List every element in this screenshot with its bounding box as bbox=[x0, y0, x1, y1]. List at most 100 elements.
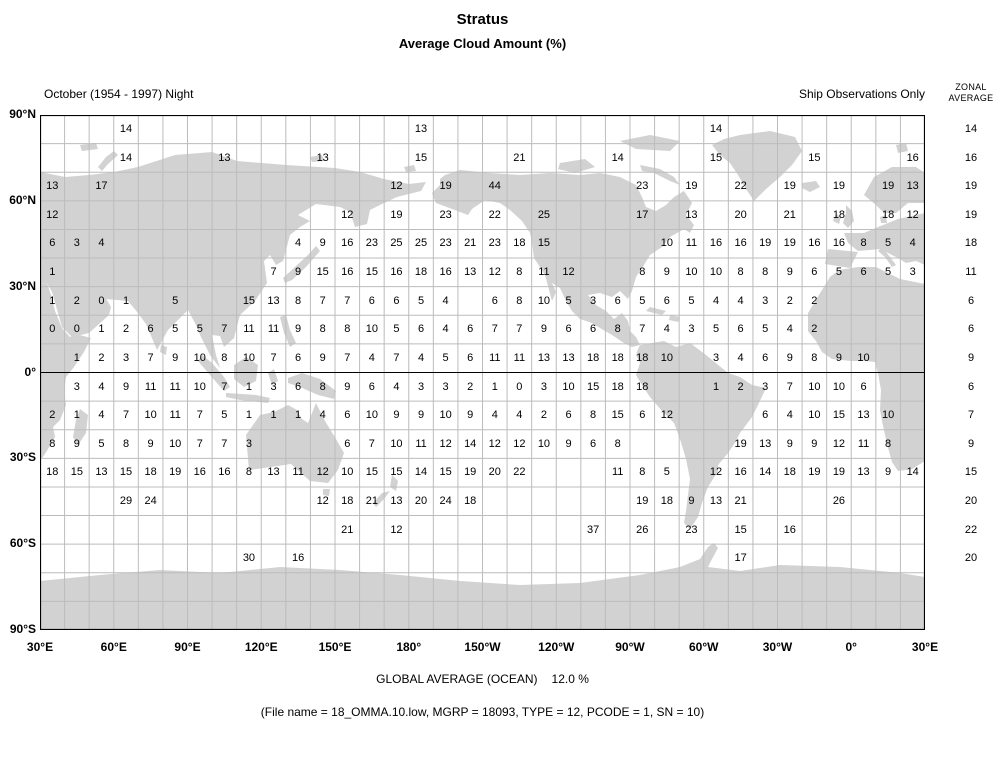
grid-value: 8 bbox=[762, 266, 769, 279]
grid-value: 21 bbox=[734, 494, 747, 507]
grid-value: 6 bbox=[295, 351, 302, 364]
grid-value: 16 bbox=[218, 466, 231, 479]
grid-value: 11 bbox=[243, 323, 255, 336]
grid-value: 24 bbox=[144, 494, 157, 507]
grid-value: 18 bbox=[586, 351, 600, 364]
latitude-tick-label: 60°S bbox=[9, 536, 36, 551]
grid-value: 23 bbox=[685, 523, 698, 536]
grid-value: 11 bbox=[144, 380, 157, 393]
grid-value: 9 bbox=[811, 437, 818, 450]
grid-value: 14 bbox=[611, 151, 624, 164]
grid-value: 15 bbox=[537, 237, 551, 250]
landmass-hispaniola bbox=[669, 315, 680, 322]
grid-value: 3 bbox=[590, 294, 597, 307]
grid-value: 2 bbox=[786, 294, 793, 307]
grid-value: 16 bbox=[709, 237, 723, 250]
grid-value: 6 bbox=[762, 351, 769, 364]
grid-value: 4 bbox=[319, 409, 326, 422]
longitude-tick-label: 120°E bbox=[244, 640, 278, 654]
grid-value: 5 bbox=[762, 323, 769, 336]
grid-value: 4 bbox=[442, 323, 449, 336]
grid-value: 12 bbox=[906, 208, 919, 221]
grid-value: 17 bbox=[95, 180, 108, 193]
grid-value: 7 bbox=[368, 437, 375, 450]
grid-value: 21 bbox=[783, 208, 796, 221]
grid-value: 6 bbox=[614, 294, 621, 307]
grid-value: 15 bbox=[365, 266, 378, 279]
grid-value: 3 bbox=[270, 380, 277, 393]
grid-value: 4 bbox=[909, 237, 916, 250]
grid-value: 9 bbox=[417, 409, 425, 422]
grid-value: 18 bbox=[464, 494, 477, 507]
longitude-tick-label: 30°E bbox=[26, 640, 54, 654]
grid-value: 13 bbox=[267, 466, 280, 479]
grid-value: 8 bbox=[639, 466, 646, 479]
grid-value: 14 bbox=[119, 123, 133, 135]
grid-value: 10 bbox=[365, 323, 378, 336]
grid-value: 5 bbox=[663, 466, 670, 479]
grid-value: 3 bbox=[417, 380, 425, 393]
grid-value: 2 bbox=[540, 409, 547, 422]
grid-value: 10 bbox=[709, 266, 723, 279]
grid-value: 25 bbox=[390, 237, 403, 250]
grid-value: 13 bbox=[46, 180, 59, 193]
grid-value: 25 bbox=[537, 208, 551, 221]
landmass-philippines bbox=[280, 315, 296, 347]
grid-value: 8 bbox=[344, 323, 351, 336]
grid-value: 16 bbox=[341, 266, 354, 279]
grid-value: 15 bbox=[316, 266, 329, 279]
grid-value: 12 bbox=[513, 437, 526, 450]
grid-value: 9 bbox=[319, 237, 326, 250]
grid-value: 7 bbox=[344, 351, 351, 364]
grid-value: 15 bbox=[808, 151, 821, 164]
landmass-svalbard bbox=[896, 143, 908, 153]
grid-value: 14 bbox=[119, 151, 133, 164]
zonal-average-value: 18 bbox=[964, 237, 978, 250]
grid-value: 12 bbox=[488, 437, 501, 450]
grid-value: 19 bbox=[808, 466, 821, 479]
grid-value: 23 bbox=[439, 237, 452, 250]
grid-value: 19 bbox=[390, 208, 403, 221]
grid-value: 14 bbox=[414, 466, 428, 479]
grid-value: 6 bbox=[467, 323, 474, 336]
grid-value: 5 bbox=[565, 294, 572, 307]
grid-value: 5 bbox=[172, 323, 179, 336]
grid-value: 19 bbox=[759, 237, 772, 250]
landmass-new-zealand-south bbox=[373, 491, 390, 507]
grid-value: 25 bbox=[414, 237, 428, 250]
grid-value: 14 bbox=[759, 466, 772, 479]
grid-value: 3 bbox=[73, 380, 80, 393]
grid-value: 13 bbox=[537, 351, 551, 364]
grid-value: 6 bbox=[368, 294, 375, 307]
grid-value: 16 bbox=[291, 552, 305, 565]
grid-value: 4 bbox=[737, 351, 744, 364]
grid-value: 7 bbox=[516, 323, 523, 336]
grid-value: 20 bbox=[488, 466, 501, 479]
landmass-scandinavia bbox=[864, 167, 925, 213]
grid-value: 16 bbox=[808, 237, 821, 250]
longitude-tick-label: 30°E bbox=[911, 640, 939, 654]
grid-value: 5 bbox=[442, 351, 449, 364]
grid-value: 18 bbox=[881, 208, 895, 221]
grid-value: 1 bbox=[295, 409, 302, 422]
grid-value: 2 bbox=[467, 380, 474, 393]
grid-value: 6 bbox=[417, 323, 425, 336]
landmass-baffin-island bbox=[640, 165, 680, 185]
grid-value: 3 bbox=[762, 380, 769, 393]
grid-value: 8 bbox=[811, 351, 818, 364]
grid-value: 3 bbox=[712, 351, 720, 364]
grid-value: 15 bbox=[832, 409, 846, 422]
grid-value: 7 bbox=[221, 380, 228, 393]
grid-value: 22 bbox=[513, 466, 526, 479]
grid-value: 6 bbox=[590, 323, 597, 336]
grid-value: 1 bbox=[73, 409, 80, 422]
source-label: Ship Observations Only bbox=[798, 87, 925, 101]
grid-value: 4 bbox=[295, 237, 302, 250]
grid-value: 9 bbox=[147, 437, 154, 450]
grid-value: 10 bbox=[660, 237, 673, 250]
grid-value: 19 bbox=[832, 466, 846, 479]
grid-value: 15 bbox=[709, 151, 723, 164]
grid-value: 16 bbox=[439, 266, 452, 279]
grid-value: 8 bbox=[221, 351, 228, 364]
grid-value: 7 bbox=[393, 351, 400, 364]
